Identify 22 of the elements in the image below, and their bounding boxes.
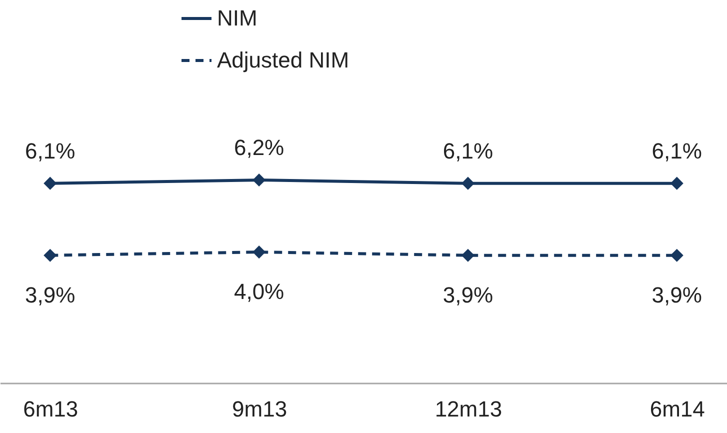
point	[461, 176, 474, 190]
legend-label: NIM	[217, 6, 258, 30]
data-label: 6,1%	[442, 138, 494, 164]
point	[670, 248, 684, 262]
data-label: 6,1%	[652, 138, 702, 164]
point	[461, 248, 474, 262]
point	[252, 174, 266, 187]
x-tick-label: 6m14	[650, 396, 705, 422]
data-label: 3,9%	[442, 282, 494, 308]
point	[670, 176, 684, 190]
data-label: 6,1%	[25, 138, 76, 164]
x-tick-label: 6m13	[23, 396, 78, 422]
point	[252, 246, 266, 259]
data-label: 3,9%	[652, 282, 702, 308]
data-label: 4,0%	[234, 279, 284, 304]
data-label: 3,9%	[25, 282, 76, 308]
point	[44, 248, 57, 262]
legend-label: Adjusted NIM	[217, 48, 350, 72]
data-label: 6,2%	[234, 135, 284, 160]
x-tick-label: 9m13	[232, 396, 288, 422]
x-tick-label: 12m13	[434, 396, 502, 422]
point	[44, 176, 57, 190]
